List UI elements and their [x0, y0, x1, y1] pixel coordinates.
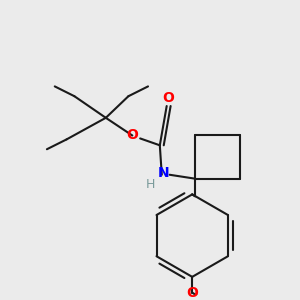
Text: N: N — [158, 166, 170, 180]
Text: H: H — [145, 178, 155, 191]
Text: O: O — [126, 128, 138, 142]
Text: O: O — [163, 91, 175, 105]
Text: O: O — [186, 286, 198, 300]
